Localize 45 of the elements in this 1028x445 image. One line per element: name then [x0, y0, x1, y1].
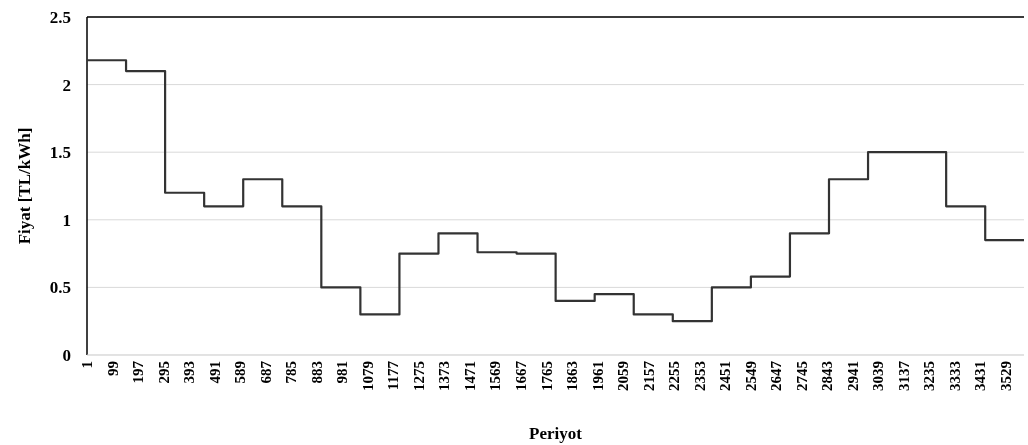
x-tick-label: 1667: [512, 360, 529, 391]
y-tick-label: 1: [62, 210, 71, 230]
x-tick-label: 1177: [385, 360, 402, 391]
x-tick-label: 3235: [921, 361, 938, 391]
x-tick-label: 589: [232, 361, 249, 384]
x-tick-label: 2745: [793, 361, 810, 391]
x-tick-label: 2941: [844, 361, 861, 391]
x-tick-label: 99: [104, 361, 121, 376]
x-tick-label: 295: [155, 361, 172, 384]
x-tick-label: 1765: [538, 361, 555, 391]
x-tick-label: 2059: [615, 361, 632, 391]
x-tick-label: 2647: [768, 360, 785, 391]
x-tick-label: 883: [308, 361, 325, 384]
y-axis-title: Fiyat [TL/kWh]: [14, 127, 34, 245]
y-tick-label: 2: [62, 75, 71, 95]
y-tick-label: 1.5: [49, 143, 71, 163]
x-tick-label: 1275: [410, 361, 427, 391]
x-tick-label: 3431: [972, 361, 989, 391]
x-tick-label: 1373: [436, 361, 453, 391]
x-tick-label: 687: [257, 360, 274, 384]
x-tick-label: 1471: [461, 361, 478, 391]
x-tick-label: 2549: [742, 361, 759, 391]
x-tick-label: 3529: [997, 361, 1014, 391]
x-tick-label: 785: [283, 361, 300, 384]
x-tick-label: 2255: [666, 361, 683, 391]
x-axis-title: Periyot: [529, 424, 583, 443]
x-tick-label: 981: [334, 361, 351, 384]
x-tick-label: 2451: [717, 361, 734, 391]
x-tick-label: 3039: [870, 361, 887, 391]
x-tick-label: 1863: [564, 361, 581, 391]
x-tick-label: 491: [206, 361, 223, 384]
y-tick-label: 2.5: [49, 7, 71, 27]
x-tick-label: 393: [181, 361, 198, 384]
y-tick-label: 0.5: [49, 278, 71, 298]
x-tick-label: 1079: [359, 361, 376, 391]
x-tick-label: 3333: [946, 361, 963, 391]
x-tick-label: 1961: [589, 361, 606, 391]
x-tick-label: 3137: [895, 360, 912, 391]
x-tick-label: 2843: [819, 361, 836, 391]
y-tick-label: 0: [62, 345, 71, 365]
x-tick-label: 197: [130, 360, 147, 384]
x-tick-label: 1569: [487, 361, 504, 391]
x-tick-label: 2353: [691, 361, 708, 391]
x-tick-label: 1: [79, 361, 96, 369]
x-tick-label: 2157: [640, 360, 657, 391]
